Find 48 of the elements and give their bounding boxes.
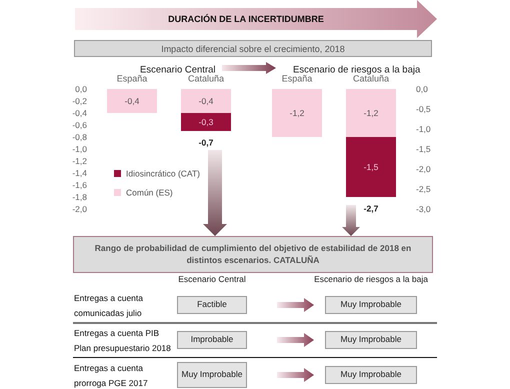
- text: Escenario Central: [177, 274, 247, 284]
- y-tick-label: -1,0: [72, 144, 88, 154]
- text: Muy Improbable: [325, 296, 417, 314]
- data-label: -0,3: [198, 117, 214, 127]
- y-tick-label: -2,0: [416, 164, 431, 174]
- y-tick-label: -0,5: [416, 104, 431, 114]
- text: Entregas a cuenta comunicadas julio: [74, 292, 144, 320]
- data-label: -1,2: [290, 108, 305, 118]
- data-label: -0,4: [198, 96, 214, 106]
- data-label: -1,2: [364, 108, 379, 118]
- y-tick-label: -2,0: [72, 204, 88, 214]
- y-tick-label: -1,2: [72, 156, 88, 166]
- chart-title: Escenario de riesgos a la baja: [293, 64, 421, 76]
- y-tick-label: -1,4: [72, 168, 88, 178]
- text: Muy Improbable: [325, 366, 417, 384]
- y-tick-label: -0,4: [72, 108, 88, 118]
- y-tick-label: -2,5: [416, 184, 431, 194]
- legend-label: Idiosincrático (CAT): [126, 168, 200, 178]
- y-tick-label: 0,0: [75, 84, 88, 94]
- total-label: -0,7: [198, 138, 214, 148]
- y-tick-label: -0,2: [72, 96, 88, 106]
- x-tick-label: Cataluña: [352, 74, 390, 84]
- text: Impacto diferencial sobre el crecimiento, 2018: [74, 40, 432, 57]
- text: Improbable: [177, 331, 247, 349]
- x-tick-label: España: [282, 74, 312, 84]
- y-tick-label: 0,0: [416, 84, 428, 94]
- y-tick-label: -1,5: [416, 144, 431, 154]
- y-tick-label: -1,6: [72, 180, 88, 190]
- text: Entregas a cuenta PIB Plan presupuestario 2018: [74, 327, 172, 355]
- text: Factible: [177, 296, 247, 314]
- text: Muy Improbable: [177, 362, 247, 388]
- y-tick-label: -3,0: [416, 204, 431, 214]
- text: Muy Improbable: [325, 331, 417, 349]
- chart-title: Escenario Central: [140, 64, 216, 76]
- text: Entregas a cuenta prorroga PGE 2017: [74, 362, 149, 389]
- y-tick-label: -0,8: [72, 132, 88, 142]
- data-label: -1,5: [364, 162, 379, 172]
- text: Rango de probabilidad de cumplimiento del objetivo de estabilidad de 2018 en distintos escenarios. CATALUÑA: [73, 236, 433, 273]
- y-tick-label: -1,0: [416, 124, 431, 134]
- total-label: -2,7: [364, 204, 379, 214]
- y-tick-label: -0,6: [72, 120, 88, 130]
- legend-label: Común (ES): [126, 188, 173, 198]
- text: DURACIÓN DE LA INCERTIDUMBRE: [167, 13, 325, 26]
- x-tick-label: Cataluña: [188, 74, 224, 84]
- text: Escenario de riesgos a la baja: [313, 274, 429, 284]
- y-tick-label: -1,8: [72, 192, 88, 202]
- x-tick-label: España: [116, 74, 148, 84]
- data-label: -0,4: [124, 96, 140, 106]
